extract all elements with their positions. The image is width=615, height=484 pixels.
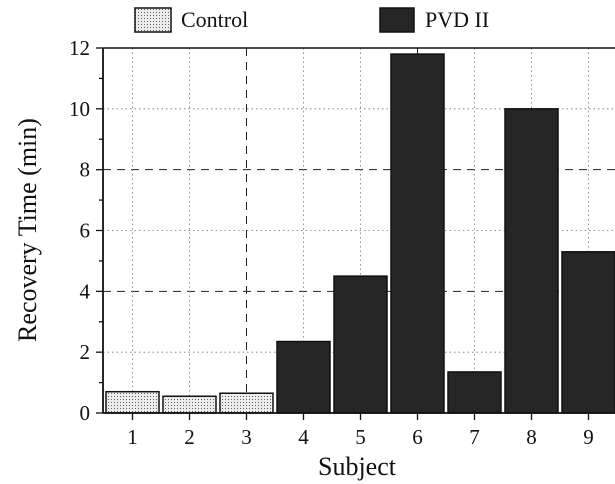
y-tick-label-6: 6 xyxy=(80,219,91,243)
bar-pvd-subject-6 xyxy=(390,53,445,414)
x-tick-label-4: 4 xyxy=(298,425,309,449)
x-tick-label-1: 1 xyxy=(127,425,138,449)
bar-control-subject-3 xyxy=(219,392,274,414)
x-tick-label-5: 5 xyxy=(355,425,366,449)
x-tick-label-3: 3 xyxy=(241,425,252,449)
bar-pvd-subject-8 xyxy=(504,108,559,414)
bar-pvd-subject-4 xyxy=(276,340,331,414)
bars xyxy=(105,53,615,414)
bar-pvd-subject-5 xyxy=(333,275,388,414)
x-axis-label: Subject xyxy=(318,452,397,481)
x-tick-label-7: 7 xyxy=(469,425,480,449)
x-tick-label-2: 2 xyxy=(184,425,195,449)
y-tick-label-8: 8 xyxy=(80,158,91,182)
y-axis-label: Recovery Time (min) xyxy=(13,118,42,342)
y-tick-label-0: 0 xyxy=(80,401,91,425)
x-tick-label-9: 9 xyxy=(583,425,594,449)
legend-swatch-pvd xyxy=(379,7,415,33)
bar-control-subject-2 xyxy=(162,395,217,414)
y-tick-label-4: 4 xyxy=(80,279,91,303)
x-tick-label-8: 8 xyxy=(526,425,537,449)
y-tick-label-12: 12 xyxy=(69,36,90,60)
bar-control-subject-1 xyxy=(105,390,160,414)
legend-swatch-control xyxy=(134,7,172,33)
legend: Control PVD II xyxy=(134,7,489,33)
y-tick-label-10: 10 xyxy=(69,97,90,121)
bar-pvd-subject-7 xyxy=(447,371,502,414)
legend-label-control: Control xyxy=(181,7,248,32)
y-tick-label-2: 2 xyxy=(80,340,91,364)
x-tick-label-6: 6 xyxy=(412,425,423,449)
bar-pvd-subject-9 xyxy=(561,251,615,414)
legend-label-pvd: PVD II xyxy=(425,7,489,32)
